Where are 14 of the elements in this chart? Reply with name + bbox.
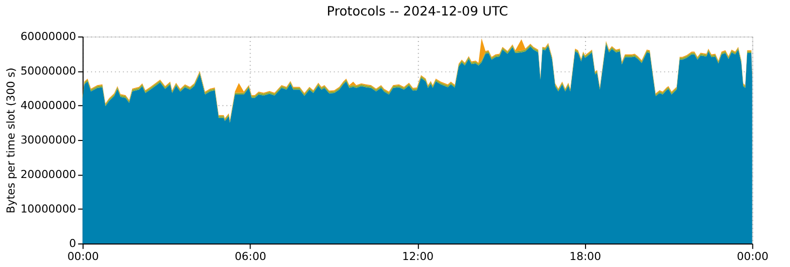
y-tick-label: 50000000	[20, 64, 76, 78]
x-tick-label: 06:00	[234, 250, 266, 263]
y-tick-label: 40000000	[20, 98, 76, 112]
y-tick-label: 20000000	[20, 168, 76, 181]
x-tick-label: 12:00	[402, 250, 434, 263]
x-tick-label: 00:00	[736, 250, 768, 263]
y-tick-label: 10000000	[20, 202, 76, 216]
y-tick-label: 0	[69, 236, 76, 250]
x-tick-label: 00:00	[67, 250, 99, 263]
y-axis-title: Bytes per time slot (300 s)	[4, 68, 18, 214]
chart-title: Protocols -- 2024-12-09 UTC	[326, 4, 508, 20]
y-tick-label: 60000000	[20, 30, 76, 43]
y-tick-label: 30000000	[20, 133, 76, 146]
x-tick-label: 18:00	[570, 250, 602, 263]
